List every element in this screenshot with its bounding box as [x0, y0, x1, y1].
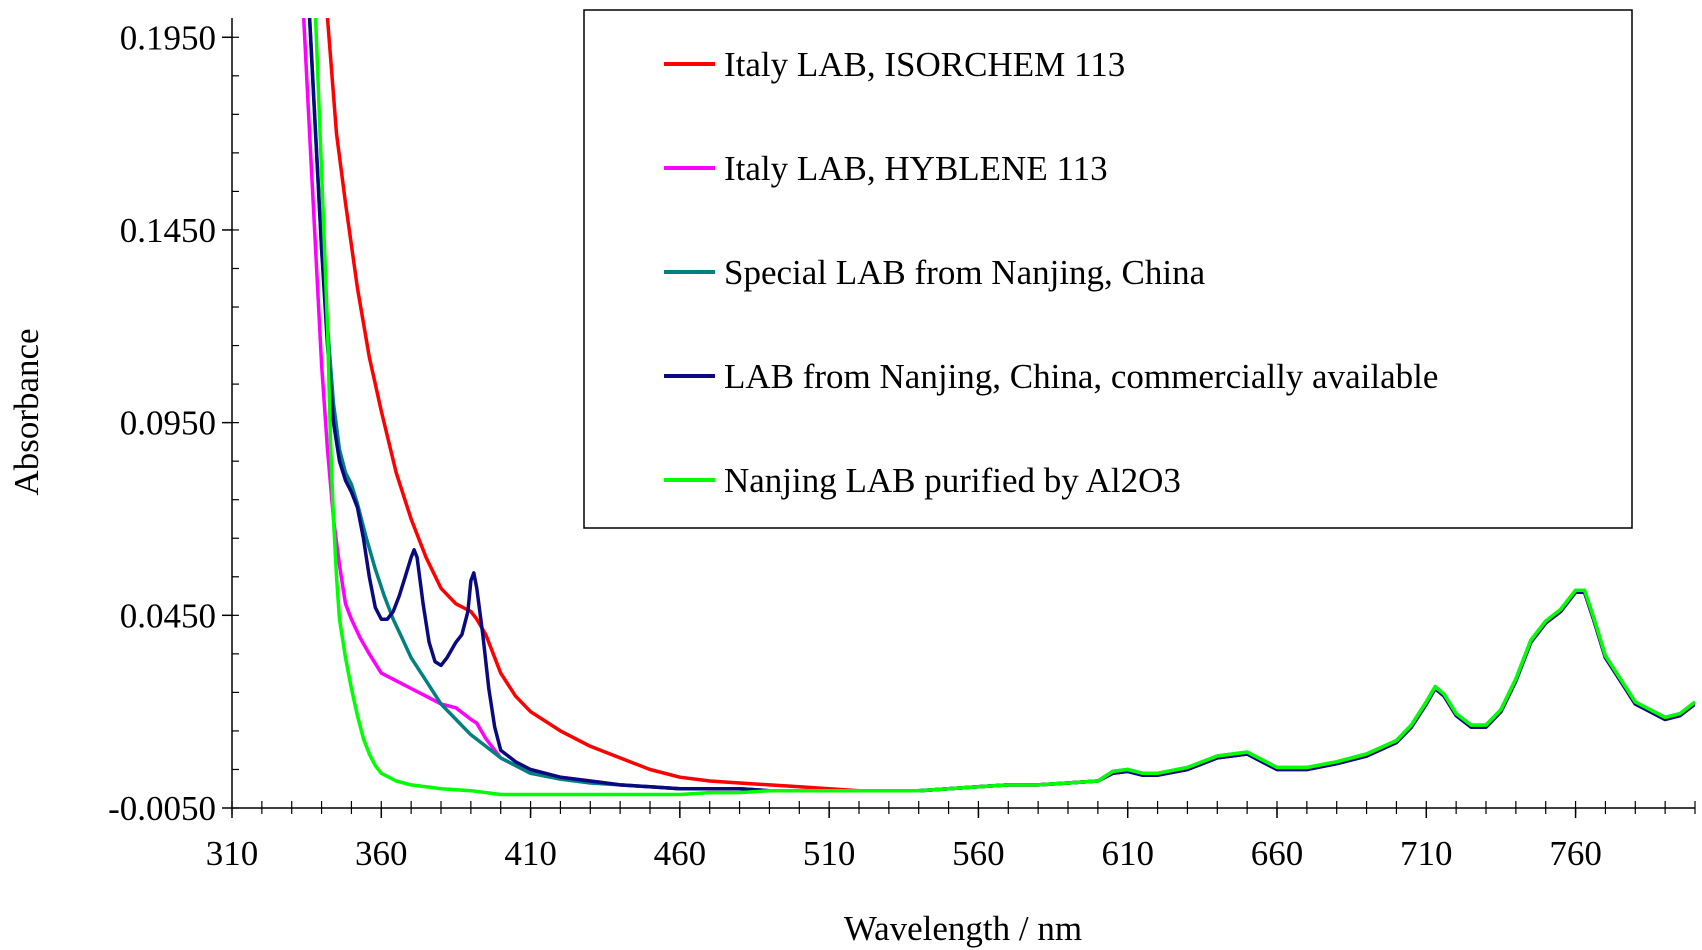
legend-label-4: LAB from Nanjing, China, commercially av…	[724, 357, 1438, 396]
x-tick-label: 410	[504, 834, 557, 873]
x-axis-label: Wavelength / nm	[844, 909, 1082, 948]
series-line-5	[313, 18, 1695, 797]
x-tick-label: 460	[654, 834, 707, 873]
y-tick-label: 0.0450	[120, 596, 216, 635]
legend-label-2: Italy LAB, HYBLENE 113	[724, 149, 1108, 188]
legend: Italy LAB, ISORCHEM 113 Italy LAB, HYBLEN…	[583, 9, 1633, 529]
legend-label-5: Nanjing LAB purified by Al2O3	[724, 461, 1181, 500]
legend-label-3: Special LAB from Nanjing, China	[724, 253, 1206, 292]
x-tick-label: 560	[952, 834, 1005, 873]
x-tick-label: 760	[1549, 834, 1602, 873]
x-tick-label: 660	[1251, 834, 1304, 873]
y-tick-label: 0.0950	[120, 404, 216, 443]
series-lines	[301, 18, 1695, 797]
axes: -0.0050 0.0450 0.0950 0.1450 0.1950 310 360 410…	[108, 18, 1696, 873]
y-axis-label: Absorbance	[7, 328, 46, 495]
y-tick-label: -0.0050	[108, 789, 216, 828]
legend-label-1: Italy LAB, ISORCHEM 113	[724, 45, 1125, 84]
y-tick-label: 0.1450	[120, 211, 216, 250]
x-tick-label: 510	[803, 834, 856, 873]
x-tick-label: 610	[1101, 834, 1154, 873]
x-tick-label: 360	[355, 834, 408, 873]
legend-box	[583, 9, 1633, 529]
x-tick-label: 710	[1400, 834, 1453, 873]
y-tick-label: 0.1950	[120, 18, 216, 57]
x-tick-label: 310	[206, 834, 259, 873]
